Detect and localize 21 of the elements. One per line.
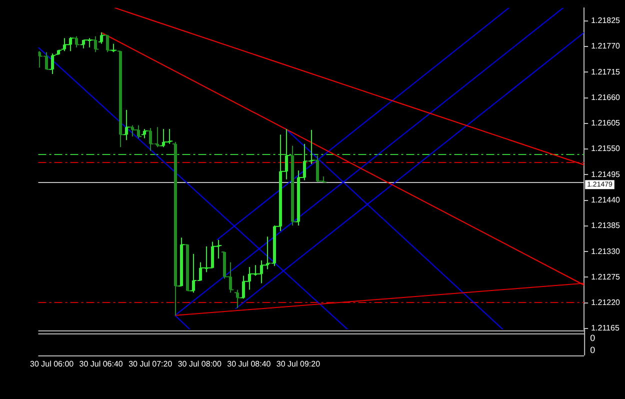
x-tick-label: 30 Jul 08:40	[227, 359, 272, 368]
text: 0	[590, 332, 596, 343]
y-tick-label: 1.21440	[591, 195, 621, 204]
y-tick-label: 1.21275	[591, 272, 621, 282]
y-tick-label: 1.21330	[591, 246, 621, 256]
x-tick-label: 30 Jul 09:20	[276, 359, 321, 368]
x-tick-label: 30 Jul 06:40	[79, 359, 124, 368]
y-tick-label: 1.21385	[591, 221, 621, 230]
y-tick-label: 1.21220	[591, 298, 621, 308]
x-tick-label: 30 Jul 06:00	[30, 359, 74, 368]
y-tick-label: 1.21605	[591, 118, 621, 128]
y-tick-label: 1.21660	[591, 92, 621, 102]
x-tick-label: 30 Jul 07:20	[128, 359, 173, 368]
x-tick-label: 30 Jul 08:00	[178, 359, 222, 368]
y-tick-label: 1.21495	[591, 170, 621, 179]
y-tick-label: 1.21825	[591, 16, 621, 26]
y-tick-label: 1.21550	[591, 144, 621, 154]
y-tick-label: 1.21165	[591, 324, 620, 333]
text: 0	[590, 344, 596, 355]
y-tick-label: 1.21770	[591, 42, 621, 51]
y-tick-label: 1.21715	[591, 67, 621, 76]
